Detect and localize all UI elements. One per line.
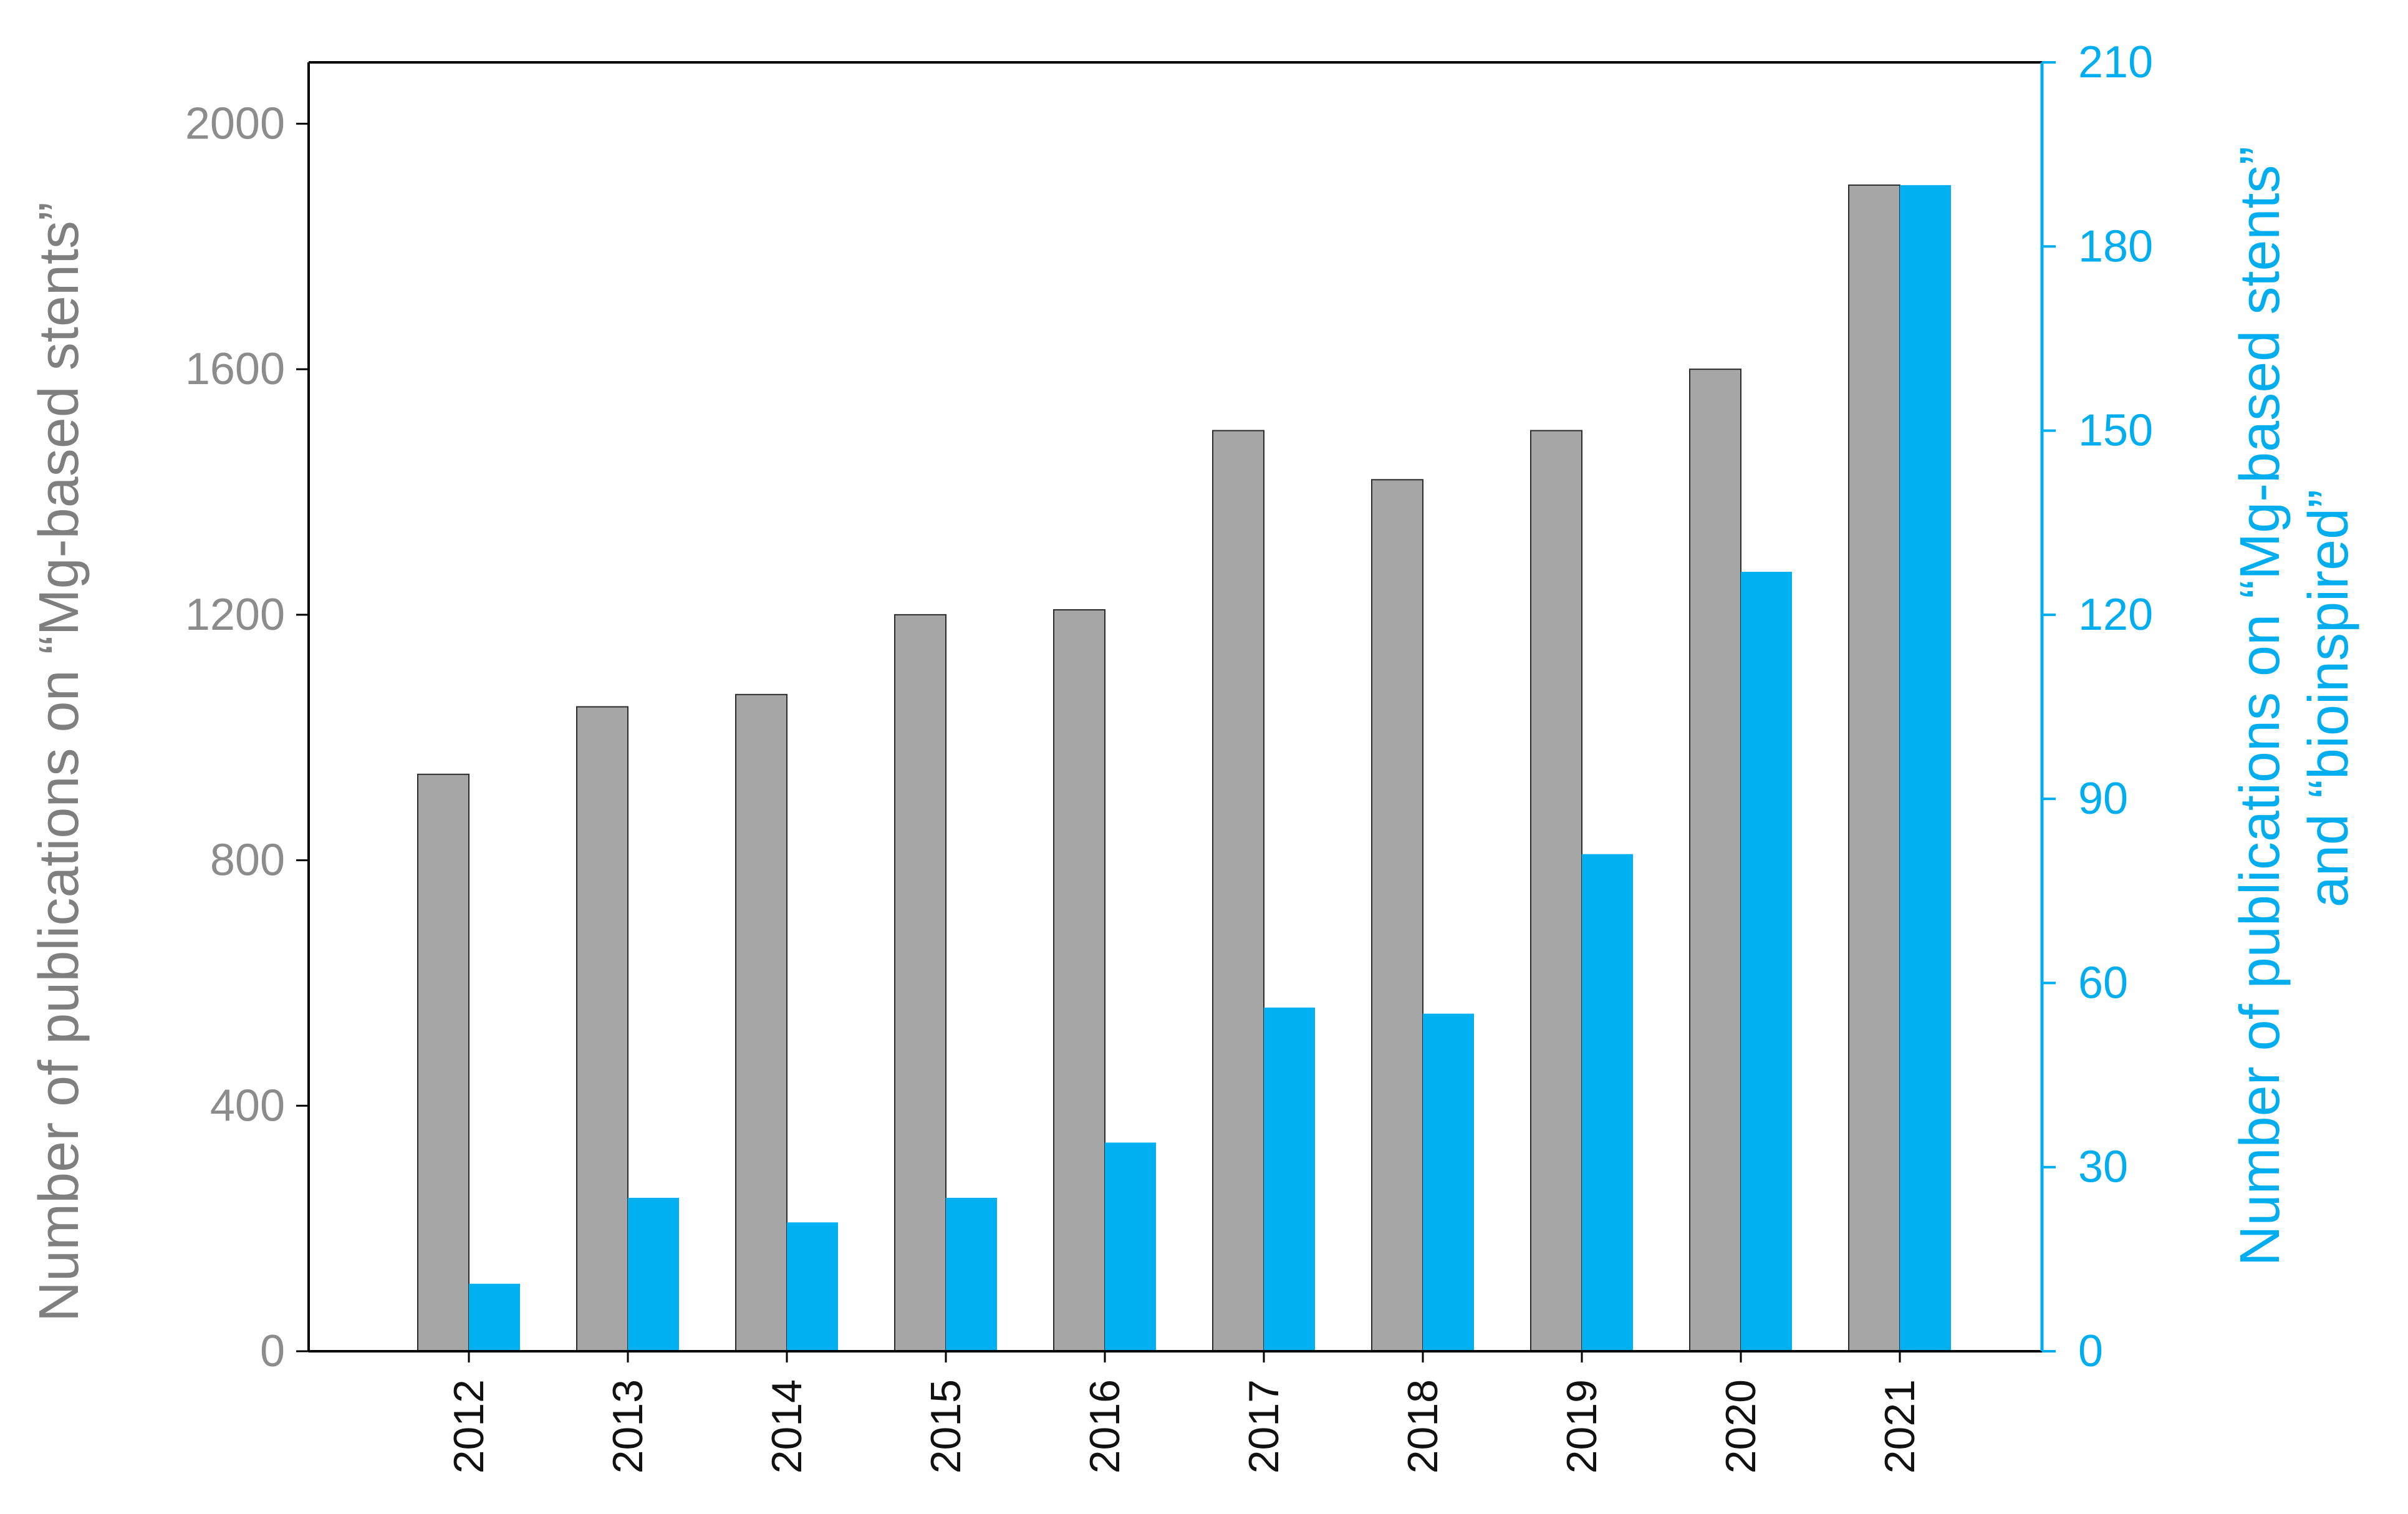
bar-right-2021: [1900, 185, 1951, 1351]
bar-right-2016: [1105, 1142, 1156, 1351]
y-left-tick-label-1600: 1600: [185, 344, 285, 394]
x-tick-label-2021: 2021: [1876, 1379, 1924, 1473]
bar-left-2015: [894, 614, 946, 1352]
bar-left-2021: [1848, 184, 1900, 1352]
y-left-tick-label-400: 400: [210, 1081, 285, 1131]
y-left-tick-label-0: 0: [260, 1326, 285, 1376]
x-tick-label-2018: 2018: [1399, 1379, 1447, 1473]
y-axis-left-label: Number of publications on “Mg-based sten…: [28, 202, 90, 1322]
bar-right-2015: [946, 1197, 997, 1351]
bar-left-2017: [1212, 430, 1264, 1352]
y-right-tick-label-150: 150: [2078, 406, 2153, 456]
axes-layer: [296, 61, 2056, 1362]
y-axis-right-label: Number of publications on “Mg-based sten…: [2229, 131, 2360, 1266]
bar-right-2013: [628, 1197, 679, 1351]
x-tick-label-2013: 2013: [604, 1379, 652, 1473]
y-left-tick-label-800: 800: [210, 836, 285, 885]
ticks-layer: 2012 2013 2014 2015 2016 2017 2018 2019 2020 2021…: [185, 37, 2153, 1473]
y-axis-right-label-line-1: Number of publications on “Mg-based sten…: [2229, 147, 2291, 1266]
bar-left-2018: [1371, 479, 1423, 1352]
bar-left-2014: [735, 693, 787, 1352]
bar-left-2012: [417, 773, 470, 1352]
bar-left-2019: [1530, 430, 1582, 1352]
y-right-tick-label-0: 0: [2078, 1326, 2103, 1376]
x-tick-label-2016: 2016: [1081, 1379, 1129, 1473]
bar-left-2016: [1053, 609, 1105, 1352]
bar-right-2020: [1741, 571, 1792, 1351]
bars-layer: [417, 184, 1951, 1352]
x-tick-label-2017: 2017: [1240, 1379, 1288, 1473]
bar-right-2012: [469, 1283, 520, 1351]
y-right-tick-label-60: 60: [2078, 958, 2128, 1008]
x-tick-label-2019: 2019: [1558, 1379, 1606, 1473]
y-right-tick-label-90: 90: [2078, 774, 2128, 824]
bar-right-2018: [1423, 1013, 1474, 1351]
x-tick-label-2015: 2015: [922, 1379, 970, 1473]
bar-right-2014: [787, 1222, 838, 1351]
bar-left-2020: [1689, 369, 1741, 1352]
bar-right-2017: [1264, 1007, 1315, 1351]
y-axis-right-label-line-2: and “bioinspired”: [2298, 489, 2360, 907]
y-right-tick-label-120: 120: [2078, 590, 2153, 640]
bar-left-2013: [576, 706, 628, 1352]
x-tick-label-2014: 2014: [763, 1379, 811, 1473]
x-tick-label-2020: 2020: [1717, 1379, 1765, 1473]
y-right-tick-label-210: 210: [2078, 37, 2153, 87]
x-tick-label-2012: 2012: [445, 1379, 493, 1473]
y-left-tick-label-2000: 2000: [185, 99, 285, 148]
bar-right-2019: [1582, 854, 1633, 1351]
y-left-tick-label-1200: 1200: [185, 590, 285, 640]
y-right-tick-label-30: 30: [2078, 1142, 2128, 1192]
y-right-tick-label-180: 180: [2078, 221, 2153, 271]
